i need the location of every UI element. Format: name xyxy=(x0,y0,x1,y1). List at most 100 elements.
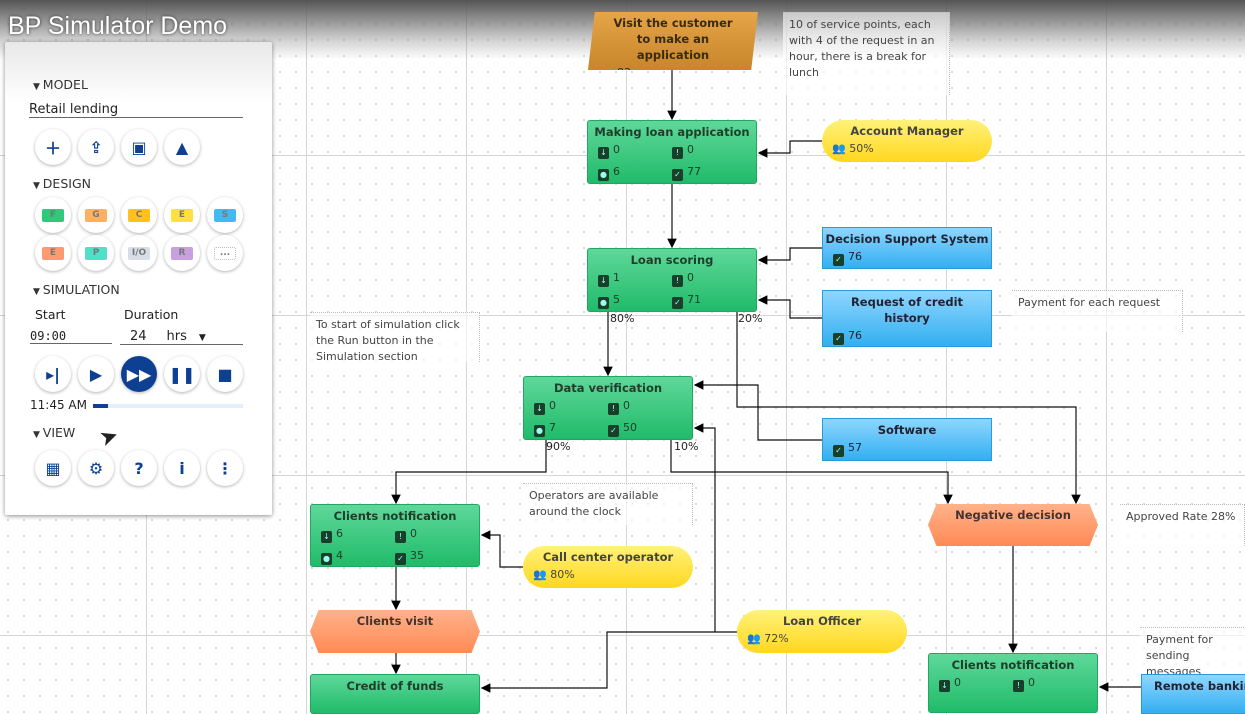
view-buttons: ▦ ⚙? i ⋮ xyxy=(35,450,243,486)
shape-label: G xyxy=(85,208,107,222)
node-clients-notification[interactable]: Clients notification ↓ 6! 0 ● 4 ✓ 35 xyxy=(310,504,480,567)
app-title: BP Simulator Demo xyxy=(8,12,228,40)
branch-90: 90% xyxy=(546,440,571,453)
shape-label: C xyxy=(128,208,150,222)
section-view[interactable]: VIEW xyxy=(33,425,76,440)
image-icon[interactable]: ▲ xyxy=(164,129,200,165)
section-simulation[interactable]: SIMULATION xyxy=(33,282,120,297)
current-time: 11:45 AM xyxy=(30,398,87,412)
queue-icon: ↓ xyxy=(598,275,609,287)
node-loan-officer[interactable]: Loan Officer 👥 72% xyxy=(737,610,907,653)
shape-label: E xyxy=(171,208,193,222)
person-icon: ● xyxy=(598,169,609,181)
branch-10: 10% xyxy=(674,440,699,453)
design-shape-c[interactable]: C xyxy=(121,197,157,233)
play-icon[interactable]: ▶ xyxy=(78,356,114,392)
model-name-input[interactable]: Retail lending xyxy=(29,102,243,118)
section-model[interactable]: MODEL xyxy=(33,77,88,92)
shape-label: S xyxy=(214,208,236,222)
node-making-loan[interactable]: Making loan application ↓ 0! 0 ● 6 ✓ 77 xyxy=(587,120,757,184)
design-shapes-row2: E P I/O R... xyxy=(35,235,243,271)
shape-label: P xyxy=(85,246,107,260)
node-remote-banking[interactable]: Remote banking xyxy=(1141,674,1245,714)
chevron-down-icon: ▼ xyxy=(198,333,206,343)
step-icon[interactable]: ▸| xyxy=(35,356,71,392)
note-start-simulation: To start of simulation click the Run but… xyxy=(310,312,480,363)
note-payment: Payment for each request xyxy=(1012,290,1183,332)
alert-icon: ! xyxy=(395,531,406,543)
shape-label: I/O xyxy=(128,246,150,260)
design-shape-ixo[interactable]: I/O xyxy=(121,235,157,271)
queue-icon: ↓ xyxy=(598,147,609,159)
node-credit-funds[interactable]: Credit of funds xyxy=(310,674,480,714)
node-loan-scoring[interactable]: Loan scoring ↓ 1! 0 ● 5 ✓ 71 xyxy=(587,248,757,312)
node-call-center[interactable]: Call center operator 👥 80% xyxy=(523,546,693,588)
node-clients-visit[interactable]: Clients visit xyxy=(310,610,480,653)
section-design[interactable]: DESIGN xyxy=(33,176,91,191)
alert-icon: ! xyxy=(1013,680,1024,692)
design-shape-s[interactable]: S xyxy=(207,197,243,233)
check-icon: ✓ xyxy=(833,445,844,457)
duration-unit-select[interactable]: hrs xyxy=(166,329,187,344)
info-icon[interactable]: i xyxy=(164,450,200,486)
queue-icon: ↓ xyxy=(939,680,950,692)
node-clients-notification-2[interactable]: Clients notification ↓ 0! 0 xyxy=(928,653,1098,713)
design-shape-r[interactable]: R xyxy=(164,235,200,271)
person-icon: ● xyxy=(321,553,332,565)
shape-label: F xyxy=(42,208,64,222)
alert-icon: ! xyxy=(672,275,683,287)
connections xyxy=(391,70,1141,693)
check-icon: ✓ xyxy=(672,297,683,309)
start-time-input[interactable]: 09:00 xyxy=(30,329,112,344)
people-icon: 👥 xyxy=(747,632,761,645)
duration-label: Duration xyxy=(124,307,179,322)
check-icon: ✓ xyxy=(395,553,406,565)
design-shape-e[interactable]: E xyxy=(35,235,71,271)
more-icon[interactable]: ⋮ xyxy=(207,450,243,486)
check-icon: ✓ xyxy=(833,333,844,345)
design-shape-g[interactable]: G xyxy=(78,197,114,233)
open-icon[interactable]: ⇪ xyxy=(78,129,114,165)
queue-icon: ↓ xyxy=(534,403,545,415)
node-negative-decision[interactable]: Negative decision xyxy=(928,504,1098,546)
help-icon[interactable]: ? xyxy=(121,450,157,486)
check-icon: ✓ xyxy=(672,169,683,181)
node-visit[interactable]: Visit the customer to make an applicatio… xyxy=(588,12,758,70)
people-icon: 👥 xyxy=(832,142,846,155)
branch-80: 80% xyxy=(610,312,635,325)
start-label: Start xyxy=(35,307,66,322)
node-dss[interactable]: Decision Support System ✓ 76 xyxy=(822,227,992,269)
add-icon[interactable]: ＋ xyxy=(35,129,71,165)
design-shape-e[interactable]: E xyxy=(164,197,200,233)
alert-icon: ! xyxy=(672,147,683,159)
control-panel: MODEL Retail lending ＋⇪▣▲ DESIGN F G C E S E… xyxy=(5,42,272,515)
alert-icon: ! xyxy=(608,403,619,415)
node-account-manager[interactable]: Account Manager 👥 50% xyxy=(822,120,992,162)
person-icon: ● xyxy=(534,425,545,437)
shape-label: R xyxy=(171,246,193,260)
gear-icon[interactable]: ⚙ xyxy=(78,450,114,486)
shape-label: E xyxy=(42,246,64,260)
model-buttons: ＋ ⇪ ▣ ▲ xyxy=(35,129,200,165)
design-shape-xxx[interactable]: ... xyxy=(207,235,243,271)
fast-forward-icon[interactable]: ▶▶ xyxy=(121,356,157,392)
stop-icon[interactable]: ■ xyxy=(207,356,243,392)
pause-icon[interactable]: ❚❚ xyxy=(164,356,200,392)
check-icon: ✓ xyxy=(608,425,619,437)
design-shape-f[interactable]: F xyxy=(35,197,71,233)
note-service: 10 of service points, each with 4 of the… xyxy=(783,12,950,95)
check-icon: ✓ xyxy=(833,254,844,266)
person-icon: ● xyxy=(598,297,609,309)
node-credit-history[interactable]: Request of credit history ✓ 76 xyxy=(822,290,992,347)
progress-bar xyxy=(93,404,243,408)
duration-input[interactable]: 24 hrs ▼ xyxy=(120,329,243,345)
node-data-verification[interactable]: Data verification ↓ 0! 0 ● 7 ✓ 50 xyxy=(523,376,693,440)
shape-label: ... xyxy=(214,246,236,260)
note-operators: Operators are available around the clock xyxy=(523,483,693,525)
design-shape-p[interactable]: P xyxy=(78,235,114,271)
dashboard-icon[interactable]: ▦ xyxy=(35,450,71,486)
save-icon[interactable]: ▣ xyxy=(121,129,157,165)
branch-20: 20% xyxy=(738,312,763,325)
node-software[interactable]: Software ✓ 57 xyxy=(822,418,992,461)
